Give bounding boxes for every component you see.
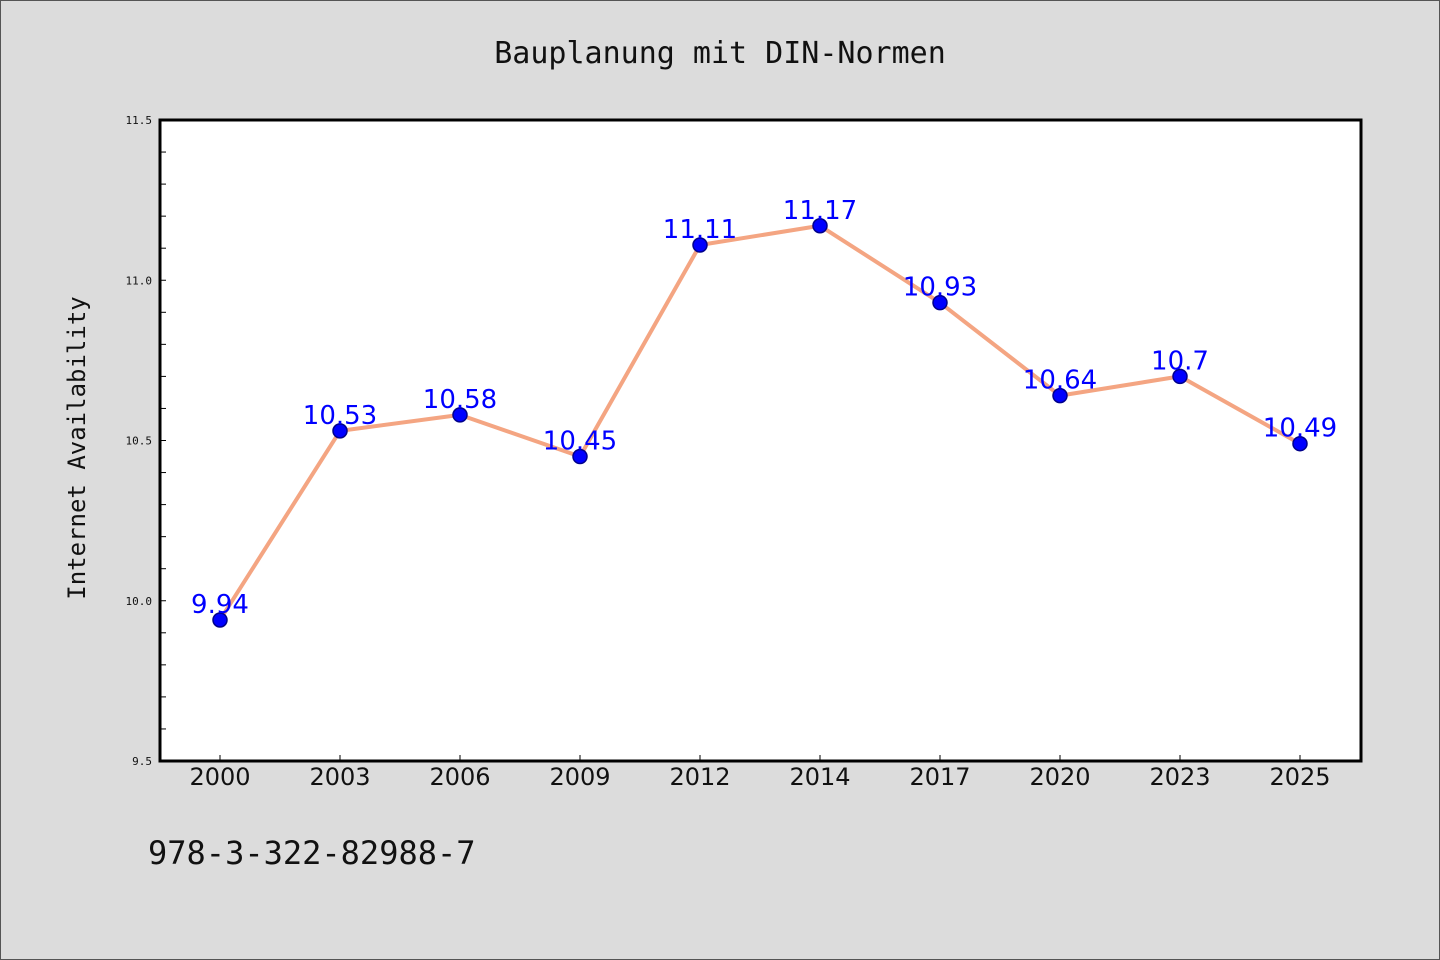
data-label: 10.7: [1151, 346, 1209, 376]
data-label: 9.94: [191, 590, 249, 620]
data-label: 10.49: [1263, 414, 1337, 444]
isbn-footer: 978-3-322-82988-7: [148, 834, 476, 872]
x-tick-label: 2006: [429, 763, 490, 791]
data-point: [812, 218, 828, 234]
data-point: [452, 407, 468, 423]
data-label: 10.45: [543, 427, 617, 457]
data-label: 10.53: [303, 401, 377, 431]
data-label: 10.64: [1023, 366, 1097, 396]
x-tick-label: 2000: [189, 763, 250, 791]
x-tick-label: 2023: [1149, 763, 1210, 791]
y-tick-label: 9.5: [132, 755, 152, 768]
data-point: [1172, 368, 1188, 385]
series-line: [218, 223, 1302, 622]
x-tick-label: 2012: [669, 763, 730, 791]
x-tick-label: 2009: [549, 763, 610, 791]
x-tick-label: 2017: [909, 763, 970, 791]
x-tick-label: 2014: [789, 763, 850, 791]
y-tick-label: 10.0: [126, 595, 153, 608]
data-point: [692, 237, 708, 253]
data-point: [1292, 435, 1308, 452]
data-point: [1052, 387, 1068, 404]
y-tick-label: 11.0: [126, 274, 153, 287]
data-point: [572, 448, 588, 465]
x-tick-label: 2003: [309, 763, 370, 791]
x-tick-labels: 2000 2003 2006 2009 2012 2014 2017 2020 2023 2025: [189, 763, 1330, 791]
chart-title: Bauplanung mit DIN-Normen: [494, 36, 946, 71]
data-point: [332, 423, 348, 439]
data-label: 10.93: [903, 273, 977, 303]
y-tick-label: 10.5: [126, 435, 153, 448]
y-tick-label: 11.5: [126, 114, 153, 127]
plot-area: [160, 120, 1361, 761]
plot-frame: [158, 118, 1363, 763]
data-label: 11.11: [663, 215, 737, 245]
y-axis-label: Internet Availability: [63, 296, 91, 599]
data-label: 11.17: [783, 196, 857, 226]
y-tick-labels: 9.5 10.0 10.5 11.0 11.5: [126, 114, 153, 768]
data-point: [212, 612, 228, 628]
x-tick-label: 2020: [1029, 763, 1090, 791]
data-labels: 9.94 10.53 10.58 10.45 11.11 11.17 10.93 10.64 1…: [191, 196, 1337, 620]
x-tick-label: 2025: [1269, 763, 1330, 791]
series-group: [212, 218, 1308, 628]
data-label: 10.58: [423, 385, 497, 415]
data-point: [932, 294, 948, 311]
